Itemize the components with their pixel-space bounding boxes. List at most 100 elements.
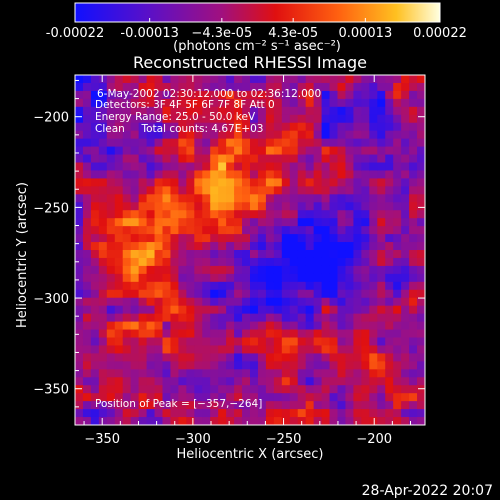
heatmap-cell [75, 369, 84, 378]
heatmap-cell [242, 250, 251, 259]
heatmap-cell [162, 82, 172, 92]
heatmap-cell [257, 353, 267, 362]
heatmap-cell [401, 178, 410, 187]
heatmap-cell [210, 122, 219, 132]
heatmap-cell [257, 385, 267, 394]
heatmap-cell [130, 385, 140, 394]
heatmap-cell [329, 265, 339, 275]
heatmap-cell [257, 337, 267, 347]
heatmap-cell [138, 337, 148, 347]
heatmap-cell [122, 257, 132, 267]
heatmap-cell [289, 361, 299, 370]
heatmap-cell [226, 90, 235, 100]
heatmap-cell [337, 265, 347, 275]
heatmap-cell [369, 106, 378, 116]
y-axis: −200−250−300−350 [33, 79, 425, 426]
heatmap-cell [210, 297, 219, 307]
heatmap-cell [369, 98, 378, 108]
heatmap-cell [114, 106, 124, 116]
heatmap-cell [337, 393, 347, 402]
heatmap-cell [289, 273, 299, 283]
heatmap-cell [273, 273, 283, 283]
heatmap-cell [194, 353, 203, 362]
heatmap-cell [265, 106, 275, 116]
heatmap-cell [122, 82, 132, 92]
heatmap-cell [122, 170, 132, 180]
heatmap-cell [345, 401, 355, 410]
heatmap-cell [178, 321, 187, 331]
heatmap-cell [393, 90, 402, 100]
heatmap-cell [393, 289, 402, 299]
heatmap-cell [202, 202, 211, 211]
heatmap-cell [75, 353, 84, 362]
heatmap-cell [162, 242, 172, 251]
heatmap-cell [226, 369, 235, 378]
heatmap-cell [122, 114, 132, 124]
heatmap-cell [369, 273, 378, 283]
heatmap-cell [401, 361, 410, 370]
heatmap-cell [361, 106, 370, 116]
heatmap-cell [345, 130, 355, 140]
heatmap-cell [114, 186, 124, 195]
heatmap-cell [90, 401, 100, 410]
heatmap-cell [369, 409, 378, 418]
heatmap-cell [393, 202, 402, 211]
heatmap-cell [82, 337, 92, 347]
heatmap-cell [106, 210, 116, 219]
heatmap-cell [210, 178, 219, 187]
heatmap-cell [393, 337, 402, 347]
heatmap-cell [250, 162, 259, 172]
heatmap-cell [329, 385, 339, 394]
heatmap-cell [122, 377, 132, 386]
heatmap-cell [114, 377, 124, 386]
heatmap-cell [154, 250, 164, 259]
heatmap-cell [146, 234, 156, 243]
heatmap-cell [178, 385, 187, 394]
heatmap-cell [106, 98, 116, 108]
heatmap-cell [361, 273, 370, 283]
heatmap-cell [202, 162, 211, 172]
heatmap-cell [393, 265, 402, 275]
heatmap-cell [337, 337, 347, 347]
heatmap-cell [321, 90, 331, 100]
heatmap-cell [289, 369, 299, 378]
heatmap-cell [90, 106, 100, 116]
heatmap-cell [353, 178, 362, 187]
heatmap-cell [417, 305, 425, 315]
heatmap-cell [353, 369, 362, 378]
heatmap-cell [250, 234, 259, 243]
heatmap-cell [114, 393, 124, 402]
heatmap-cell [369, 345, 378, 355]
heatmap-cell [154, 178, 164, 187]
heatmap-cell [393, 329, 402, 339]
heatmap-cell [345, 250, 355, 259]
heatmap-cell [114, 250, 124, 259]
heatmap-cell [401, 353, 410, 362]
heatmap-cell [146, 329, 156, 339]
heatmap-cell [82, 321, 92, 331]
heatmap-cell [130, 305, 140, 315]
heatmap-cell [82, 178, 92, 187]
heatmap-cell [138, 289, 148, 299]
heatmap-cell [138, 409, 148, 418]
heatmap-cell [114, 82, 124, 92]
heatmap-cell [98, 98, 108, 108]
heatmap-cell [162, 273, 172, 283]
heatmap-cell [273, 130, 283, 140]
heatmap-cell [90, 337, 100, 347]
heatmap-cell [305, 114, 315, 124]
heatmap-cell [250, 226, 259, 235]
heatmap-cell [186, 353, 195, 362]
heatmap-cell [178, 369, 187, 378]
heatmap-cell [114, 130, 124, 140]
heatmap-cell [265, 226, 275, 235]
heatmap-cell [130, 313, 140, 323]
heatmap-cell [281, 265, 291, 275]
heatmap-cell [194, 273, 203, 283]
heatmap-cell [250, 98, 259, 108]
heatmap-cell [385, 234, 394, 243]
heatmap-cell [114, 90, 124, 100]
heatmap-cell [218, 178, 227, 187]
heatmap-cell [162, 281, 172, 291]
colorbar-tick-label: 0.00013 [338, 26, 392, 41]
